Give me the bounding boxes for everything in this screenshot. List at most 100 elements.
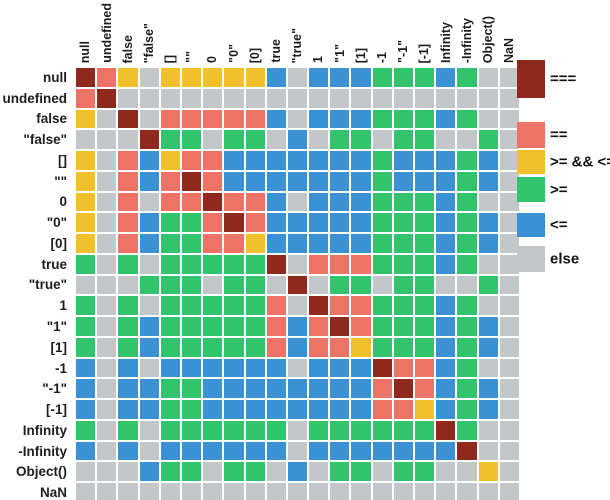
column-label-text: false <box>120 34 135 64</box>
matrix-cell <box>181 296 202 316</box>
matrix-cell <box>118 109 138 129</box>
matrix-cell <box>457 213 477 233</box>
matrix-cell <box>393 483 414 500</box>
matrix-cell <box>478 483 498 500</box>
matrix-cell <box>499 109 519 129</box>
row-label: undefined <box>2 90 68 106</box>
matrix-cell <box>266 420 286 440</box>
matrix-cell <box>160 130 180 150</box>
matrix-cell <box>415 441 435 461</box>
matrix-cell <box>160 462 180 482</box>
matrix-cell <box>415 88 435 108</box>
matrix-cell <box>436 192 456 212</box>
matrix-cell <box>245 68 265 87</box>
matrix-cell <box>266 358 286 378</box>
column-label: 0 <box>203 0 222 65</box>
matrix-cell <box>181 213 202 233</box>
matrix-cell <box>499 213 519 233</box>
matrix-cell <box>118 379 138 399</box>
legend-entry: <= <box>517 213 610 237</box>
matrix-cell <box>139 337 159 357</box>
matrix-cell <box>245 483 265 500</box>
matrix-cell <box>372 213 392 233</box>
matrix-cell <box>436 171 456 191</box>
matrix-cell <box>415 254 435 274</box>
matrix-cell <box>351 68 371 87</box>
matrix-cell <box>478 379 498 399</box>
matrix-cell <box>139 171 159 191</box>
matrix-cell <box>478 109 498 129</box>
row-label: 0 <box>59 194 67 210</box>
matrix-cell <box>393 358 414 378</box>
matrix-cell <box>245 358 265 378</box>
matrix-cell <box>203 462 223 482</box>
matrix-cell <box>76 192 96 212</box>
row-label: -Infinity <box>18 443 67 459</box>
matrix-cell <box>118 441 138 461</box>
legend-label: <= <box>550 216 568 234</box>
matrix-cell <box>436 234 456 253</box>
matrix-cell <box>245 462 265 482</box>
legend-swatch <box>517 213 545 237</box>
matrix-cell <box>499 358 519 378</box>
matrix-cell <box>415 358 435 378</box>
legend-label: == <box>550 126 568 144</box>
matrix-cell <box>351 254 371 274</box>
matrix-cell <box>457 275 477 295</box>
matrix-cell <box>457 234 477 253</box>
matrix-cell <box>97 254 117 274</box>
matrix-cell <box>499 234 519 253</box>
column-label: "true" <box>288 0 307 65</box>
matrix-cell <box>372 483 392 500</box>
column-label-text: "" <box>184 51 199 63</box>
matrix-cell <box>160 192 180 212</box>
matrix-cell <box>118 234 138 253</box>
matrix-cell <box>97 296 117 316</box>
column-label-text: [0] <box>247 47 262 63</box>
matrix-cell <box>181 68 202 87</box>
matrix-cell <box>287 400 308 419</box>
matrix-cell <box>97 275 117 295</box>
matrix-cell <box>118 317 138 336</box>
matrix-cell <box>160 483 180 500</box>
column-label-text: "false" <box>141 22 156 63</box>
matrix-cell <box>330 151 350 170</box>
legend-swatch <box>517 150 545 174</box>
matrix-cell <box>309 68 329 87</box>
matrix-cell <box>499 130 519 150</box>
matrix-cell <box>139 254 159 274</box>
matrix-cell <box>287 234 308 253</box>
row-label: [-1] <box>46 402 67 418</box>
matrix-cell <box>478 317 498 336</box>
matrix-cell <box>76 317 96 336</box>
matrix-cell <box>415 151 435 170</box>
matrix-cell <box>224 400 244 419</box>
matrix-cell <box>203 234 223 253</box>
matrix-cell <box>351 151 371 170</box>
matrix-cell <box>351 462 371 482</box>
column-label-text: "-1" <box>396 40 411 63</box>
matrix-cell <box>76 88 96 108</box>
matrix-cell <box>76 254 96 274</box>
matrix-cell <box>309 337 329 357</box>
matrix-cell <box>266 234 286 253</box>
matrix-cell <box>478 88 498 108</box>
matrix-cell <box>224 192 244 212</box>
matrix-cell <box>457 130 477 150</box>
column-label: 1 <box>309 0 328 65</box>
matrix-cell <box>76 130 96 150</box>
matrix-cell <box>372 462 392 482</box>
column-label-text: [-1] <box>417 43 432 63</box>
matrix-cell <box>76 337 96 357</box>
matrix-cell <box>224 130 244 150</box>
matrix-cell <box>224 358 244 378</box>
matrix-cell <box>97 234 117 253</box>
matrix-cell <box>160 317 180 336</box>
matrix-cell <box>266 88 286 108</box>
matrix-cell <box>245 254 265 274</box>
matrix-cell <box>287 317 308 336</box>
matrix-cell <box>457 379 477 399</box>
matrix-cell <box>118 151 138 170</box>
matrix-cell <box>372 171 392 191</box>
matrix-cell <box>393 171 414 191</box>
